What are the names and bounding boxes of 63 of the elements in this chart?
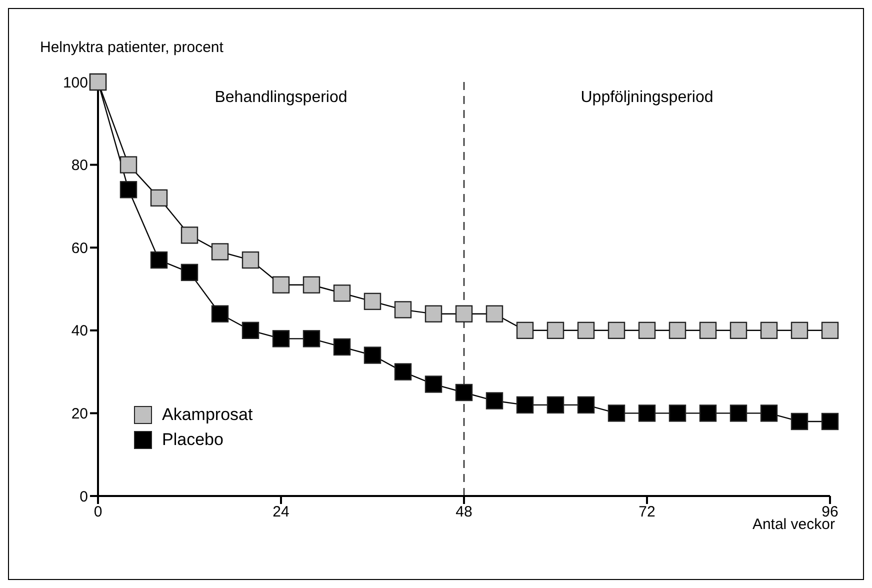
- point: [394, 301, 412, 318]
- point: [455, 305, 473, 322]
- point: [760, 404, 778, 422]
- point: [424, 305, 442, 322]
- point: [120, 156, 138, 174]
- point: [272, 330, 290, 348]
- point: [272, 276, 290, 294]
- point: [608, 404, 626, 422]
- point: [699, 404, 717, 422]
- point: [638, 322, 656, 339]
- point: [608, 322, 626, 339]
- y-tick-label: 60: [71, 240, 88, 257]
- x-tick-label: 24: [272, 504, 290, 521]
- legend-label: Placebo: [162, 430, 224, 450]
- point: [699, 322, 717, 339]
- point: [790, 412, 808, 430]
- point: [302, 276, 320, 294]
- point: [302, 330, 320, 348]
- point: [790, 322, 808, 339]
- point: [364, 346, 382, 364]
- annotation: Uppföljningsperiod: [580, 89, 714, 107]
- point: [638, 404, 656, 422]
- point: [486, 305, 504, 322]
- x-tick-label: 0: [94, 504, 102, 521]
- x-tick-label: 72: [638, 504, 656, 521]
- point: [516, 322, 534, 339]
- y-axis-title: Helnyktra patienter, procent: [40, 39, 224, 56]
- y-tick-label: 40: [71, 322, 88, 340]
- point: [333, 338, 351, 356]
- point: [486, 392, 504, 410]
- y-tick-label: 0: [80, 488, 88, 506]
- point: [150, 251, 168, 269]
- point: [242, 322, 260, 339]
- point: [546, 322, 564, 339]
- point: [668, 404, 686, 422]
- point: [211, 243, 229, 260]
- point: [730, 404, 748, 422]
- point: [394, 363, 412, 380]
- point: [150, 189, 168, 207]
- point: [577, 396, 595, 414]
- point: [730, 322, 748, 339]
- point: [242, 251, 260, 269]
- x-tick-label: 48: [456, 504, 472, 521]
- legend-label: Akamprosat: [162, 404, 253, 424]
- point: [668, 322, 686, 339]
- point: [577, 322, 595, 339]
- point: [333, 284, 351, 302]
- point: [120, 181, 138, 198]
- point: [424, 376, 442, 393]
- annotation: Behandlingsperiod: [214, 89, 348, 107]
- point: [546, 396, 564, 414]
- point: [821, 322, 839, 339]
- point: [180, 226, 198, 244]
- point: [760, 322, 778, 339]
- point: [180, 264, 198, 282]
- y-tick-label: 20: [71, 406, 88, 423]
- point: [364, 292, 382, 310]
- point: [821, 412, 839, 430]
- point: [455, 384, 473, 402]
- point: [211, 305, 229, 322]
- y-tick-label: 80: [71, 157, 88, 174]
- y-tick-label: 100: [62, 74, 88, 92]
- point: [516, 396, 534, 414]
